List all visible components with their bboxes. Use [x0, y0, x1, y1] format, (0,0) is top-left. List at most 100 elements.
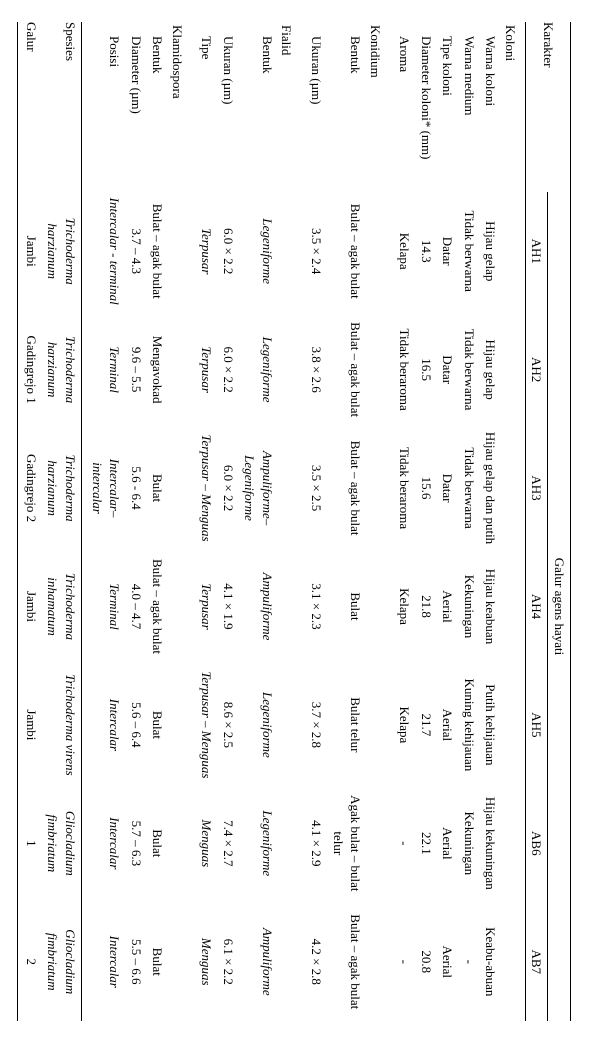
- cell-warna_koloni-1: Hijau gelap: [480, 310, 502, 428]
- cell-spesies-0: Trichoderma harzianum: [42, 192, 82, 310]
- row-label-diameter_koloni: Diameter koloni* (mm): [415, 22, 437, 192]
- cell-diameter_koloni-5: 22.1: [415, 784, 437, 902]
- cell-warna_koloni-3: Hijau keabuan: [480, 547, 502, 665]
- cell-konidium_ukuran-5: 4.1 × 2.9: [305, 784, 327, 902]
- cell-konidium_ukuran-6: 4.2 × 2.8: [305, 903, 327, 1021]
- cell-tipe_koloni-2: Datar: [437, 429, 459, 547]
- cell-spesies-5: Gliocladium fimbriatum: [42, 784, 82, 902]
- cell-warna_koloni-0: Hijau gelap: [480, 192, 502, 310]
- row-label-konidium_ukuran: Ukuran (µm): [305, 22, 327, 192]
- cell-galur-2: Gadingrejo 2: [20, 429, 42, 547]
- cell-tipe_koloni-0: Datar: [437, 192, 459, 310]
- cell-tipe_koloni-5: Aerial: [437, 784, 459, 902]
- cell-warna_medium-1: Tidak berwarna: [458, 310, 480, 428]
- cell-fialid_ukuran-6: 6.1 × 2.2: [217, 903, 239, 1021]
- cell-klam_posisi-2: Intercalar– intercalar: [86, 429, 125, 547]
- row-label-klam_bentuk: Bentuk: [147, 22, 169, 192]
- row-label-fialid_ukuran: Ukuran (µm): [217, 22, 239, 192]
- cell-klam_bentuk-0: Bulat – agak bulat: [147, 192, 169, 310]
- cell-warna_medium-6: -: [458, 903, 480, 1021]
- cell-konidium_ukuran-3: 3.1 × 2.3: [305, 547, 327, 665]
- cell-klam_diameter-0: 3.7 – 4.3: [125, 192, 147, 310]
- cell-warna_koloni-2: Hijau gelap dan putih: [480, 429, 502, 547]
- cell-klam_bentuk-6: Bulat: [147, 903, 169, 1021]
- cell-galur-3: Jambi: [20, 547, 42, 665]
- cell-fialid_bentuk-5: Legeniforme: [239, 784, 278, 902]
- cell-fialid_ukuran-3: 4.1 × 1.9: [217, 547, 239, 665]
- cell-galur-6: 2: [20, 903, 42, 1021]
- cell-spesies-2: Trichoderma harzianum: [42, 429, 82, 547]
- cell-klam_diameter-2: 5.6 - 6.4: [125, 429, 147, 547]
- character-table: Karakter Galur agens hayati AH1 AH2 AH3 …: [17, 22, 571, 1021]
- cell-galur-1: Gadingrejo 1: [20, 310, 42, 428]
- row-label-fialid_bentuk: Bentuk: [239, 22, 278, 192]
- cell-klam_posisi-4: Intercalar: [86, 666, 125, 784]
- cell-konidium_ukuran-4: 3.7 × 2.8: [305, 666, 327, 784]
- cell-aroma-5: -: [394, 784, 416, 902]
- cell-konidium_ukuran-1: 3.8 × 2.6: [305, 310, 327, 428]
- cell-konidium_ukuran-2: 3.5 × 2.5: [305, 429, 327, 547]
- row-label-warna_medium: Warna medium: [458, 22, 480, 192]
- section-konidium: Konidium: [366, 22, 390, 1021]
- cell-tipe_koloni-6: Aerial: [437, 903, 459, 1021]
- cell-diameter_koloni-4: 21.7: [415, 666, 437, 784]
- row-label-spesies: Spesies: [42, 22, 82, 192]
- cell-fialid_bentuk-3: Ampuliforme: [239, 547, 278, 665]
- cell-fialid_tipe-3: Terpusar: [196, 547, 218, 665]
- cell-konidium_bentuk-2: Bulat – agak bulat: [327, 429, 366, 547]
- cell-klam_bentuk-2: Bulat: [147, 429, 169, 547]
- cell-diameter_koloni-6: 20.8: [415, 903, 437, 1021]
- cell-galur-5: 1: [20, 784, 42, 902]
- col-ab6: AB6: [525, 784, 548, 902]
- cell-fialid_ukuran-5: 7.4 × 2.7: [217, 784, 239, 902]
- cell-fialid_bentuk-6: Ampuliforme: [239, 903, 278, 1021]
- cell-klam_diameter-1: 9.6 – 5.5: [125, 310, 147, 428]
- cell-fialid_ukuran-4: 8.6 × 2.5: [217, 666, 239, 784]
- cell-klam_diameter-3: 4.0 – 4.7: [125, 547, 147, 665]
- cell-fialid_tipe-4: Terpusar – Menguas: [196, 666, 218, 784]
- cell-warna_medium-2: Tidak berwarna: [458, 429, 480, 547]
- row-label-klam_posisi: Posisi: [86, 22, 125, 192]
- cell-warna_medium-3: Kekuningan: [458, 547, 480, 665]
- cell-warna_medium-5: Kekuningan: [458, 784, 480, 902]
- cell-konidium_ukuran-0: 3.5 × 2.4: [305, 192, 327, 310]
- cell-konidium_bentuk-5: Agak bulat – bulat telur: [327, 784, 366, 902]
- cell-konidium_bentuk-0: Bulat – agak bulat: [327, 192, 366, 310]
- col-ah4: AH4: [525, 547, 548, 665]
- cell-klam_bentuk-3: Bulat – agak bulat: [147, 547, 169, 665]
- cell-warna_koloni-6: Keabu-abuan: [480, 903, 502, 1021]
- cell-konidium_bentuk-6: Bulat – agak bulat: [327, 903, 366, 1021]
- cell-diameter_koloni-2: 15.6: [415, 429, 437, 547]
- cell-fialid_tipe-1: Terpusar: [196, 310, 218, 428]
- row-label-fialid_tipe: Tipe: [196, 22, 218, 192]
- cell-fialid_tipe-2: Terpusar – Menguas: [196, 429, 218, 547]
- header-karakter: Karakter: [525, 22, 570, 192]
- cell-fialid_ukuran-2: 6.0 × 2.2: [217, 429, 239, 547]
- cell-fialid_tipe-6: Menguas: [196, 903, 218, 1021]
- cell-spesies-6: Gliocladium fimbriatum: [42, 903, 82, 1021]
- cell-aroma-1: Tidak beraroma: [394, 310, 416, 428]
- cell-klam_diameter-4: 5.6 – 6.4: [125, 666, 147, 784]
- cell-spesies-4: Trichoderma virens: [42, 666, 82, 784]
- cell-fialid_tipe-0: Terpusar: [196, 192, 218, 310]
- cell-tipe_koloni-4: Aerial: [437, 666, 459, 784]
- cell-klam_posisi-6: Intercalar: [86, 903, 125, 1021]
- row-label-galur: Galur: [20, 22, 42, 192]
- col-ah1: AH1: [525, 192, 548, 310]
- cell-diameter_koloni-1: 16.5: [415, 310, 437, 428]
- cell-galur-4: Jambi: [20, 666, 42, 784]
- cell-warna_medium-0: Tidak berwarna: [458, 192, 480, 310]
- col-ah3: AH3: [525, 429, 548, 547]
- cell-aroma-3: Kelapa: [394, 547, 416, 665]
- col-ah5: AH5: [525, 666, 548, 784]
- cell-klam_posisi-3: Terminal: [86, 547, 125, 665]
- cell-warna_medium-4: Kuning kehijauan: [458, 666, 480, 784]
- cell-fialid_bentuk-4: Legeniforme: [239, 666, 278, 784]
- section-fialid: Fialid: [278, 22, 302, 1021]
- cell-klam_diameter-6: 5.5 – 6.6: [125, 903, 147, 1021]
- cell-aroma-0: Kelapa: [394, 192, 416, 310]
- cell-spesies-3: Trichoderma inhamatum: [42, 547, 82, 665]
- section-klamidospora: Klamidospora: [168, 22, 192, 1021]
- col-ah2: AH2: [525, 310, 548, 428]
- section-koloni: Koloni: [501, 22, 525, 1021]
